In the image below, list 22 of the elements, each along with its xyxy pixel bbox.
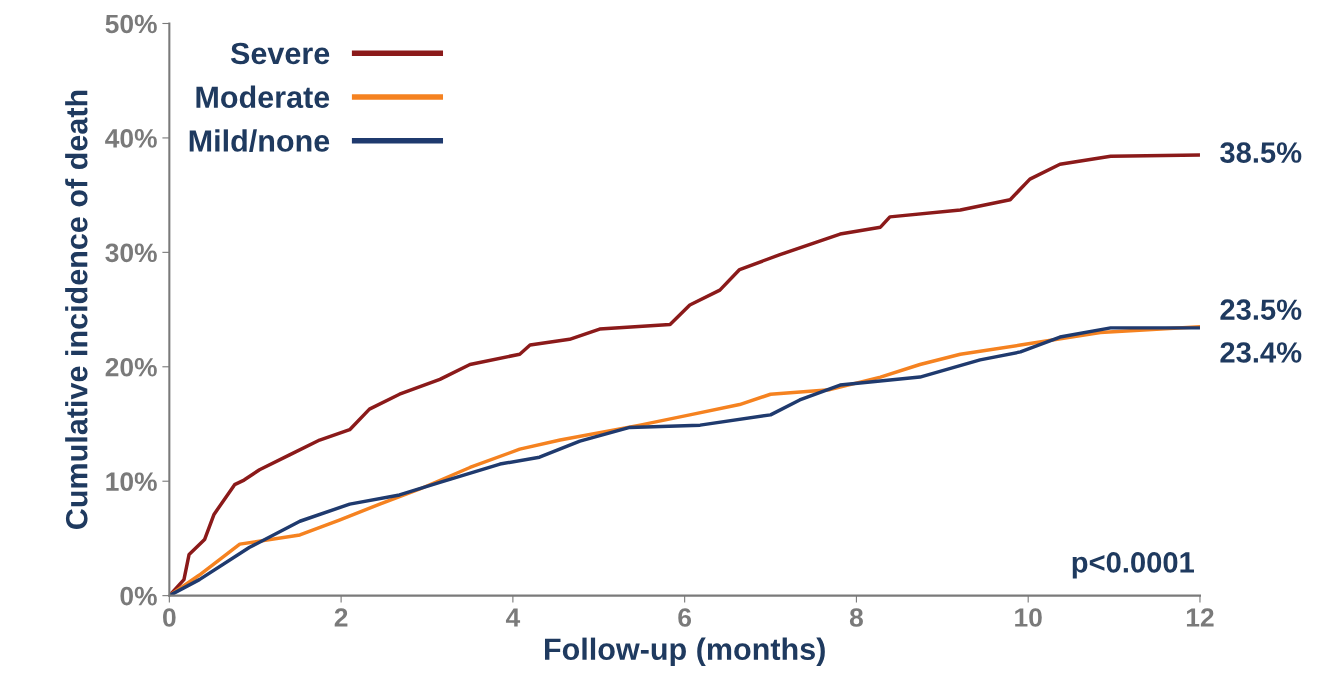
- y-tick-label: 10%: [106, 472, 157, 492]
- x-tick-label: 8: [849, 608, 863, 627]
- y-tick-label: 30%: [105, 243, 157, 263]
- x-tick-label: 10: [1015, 608, 1042, 627]
- x-axis-title: Follow-up (months): [545, 637, 825, 667]
- legend-label: Moderate: [196, 85, 330, 109]
- y-axis-title: Cumulative incidence of death: [65, 90, 88, 530]
- annotation: p<0.0001: [1072, 552, 1194, 579]
- x-tick-label: 12: [1186, 608, 1214, 627]
- y-tick-label: 40%: [105, 129, 157, 148]
- y-tick-label: 50%: [105, 14, 157, 34]
- text: 23.4%: [1220, 342, 1302, 363]
- legend-label: Severe: [230, 42, 330, 65]
- y-tick-label: 20%: [105, 357, 157, 377]
- x-tick-label: 2: [334, 608, 348, 627]
- text: 23.5%: [1220, 299, 1302, 321]
- legend-label: Mild/none: [189, 129, 330, 153]
- y-tick-label: 0%: [120, 586, 157, 606]
- x-tick-label: 4: [505, 608, 521, 627]
- text: 38.5%: [1220, 142, 1302, 163]
- x-tick-label: 6: [678, 608, 692, 627]
- x-tick-label: 0: [163, 608, 176, 627]
